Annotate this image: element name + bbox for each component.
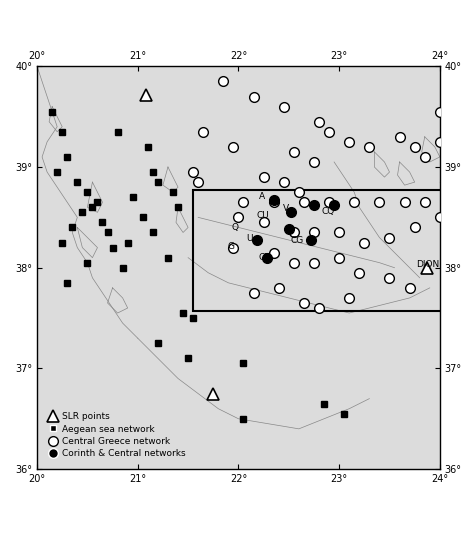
- Text: Q: Q: [232, 223, 238, 232]
- Text: CD: CD: [258, 253, 272, 262]
- Text: CG: CG: [291, 236, 304, 245]
- Text: DION: DION: [416, 260, 439, 269]
- Text: G: G: [227, 242, 234, 251]
- Text: V: V: [283, 204, 289, 213]
- Text: CU: CU: [257, 211, 269, 220]
- Text: U: U: [246, 234, 253, 243]
- Text: CQ: CQ: [321, 207, 334, 216]
- Bar: [193, 190, 445, 311]
- Text: A: A: [258, 192, 265, 201]
- Legend: SLR points, Aegean sea network, Central Greece network, Corinth & Central networ: SLR points, Aegean sea network, Central …: [45, 410, 188, 460]
